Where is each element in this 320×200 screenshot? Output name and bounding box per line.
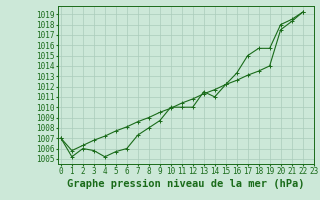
X-axis label: Graphe pression niveau de la mer (hPa): Graphe pression niveau de la mer (hPa) [67,179,304,189]
